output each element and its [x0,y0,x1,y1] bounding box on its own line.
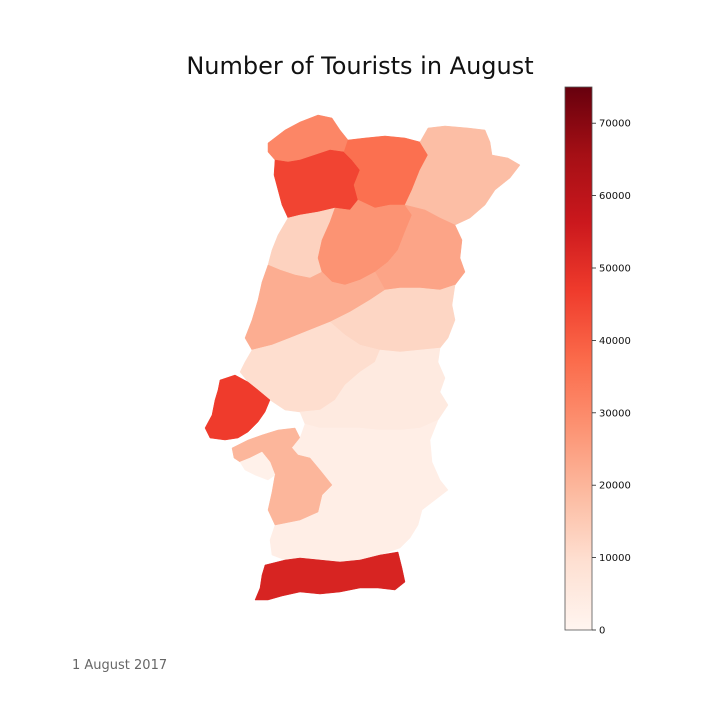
colorbar-tick-label: 70000 [599,119,631,130]
colorbar-tick-label: 0 [599,626,605,637]
colorbar-tick-label: 20000 [599,481,631,492]
date-caption: 1 August 2017 [72,658,168,673]
colorbar-ticks: 0 10000 20000 30000 40000 50000 60000 70000 [592,119,631,637]
colorbar-tick-label: 60000 [599,191,631,202]
colorbar-tick-label: 10000 [599,553,631,564]
region-r15 [261,447,333,526]
colorbar-tick-label: 40000 [599,336,631,347]
colorbar-tick-label: 50000 [599,264,631,275]
region-r16 [239,451,276,481]
region-r4 [404,125,521,226]
region-r11 [204,374,271,441]
map-title: Number of Tourists in August [186,52,534,80]
colorbar-gradient [564,86,593,631]
region-r17 [254,551,406,601]
colorbar-tick-label: 30000 [599,408,631,419]
